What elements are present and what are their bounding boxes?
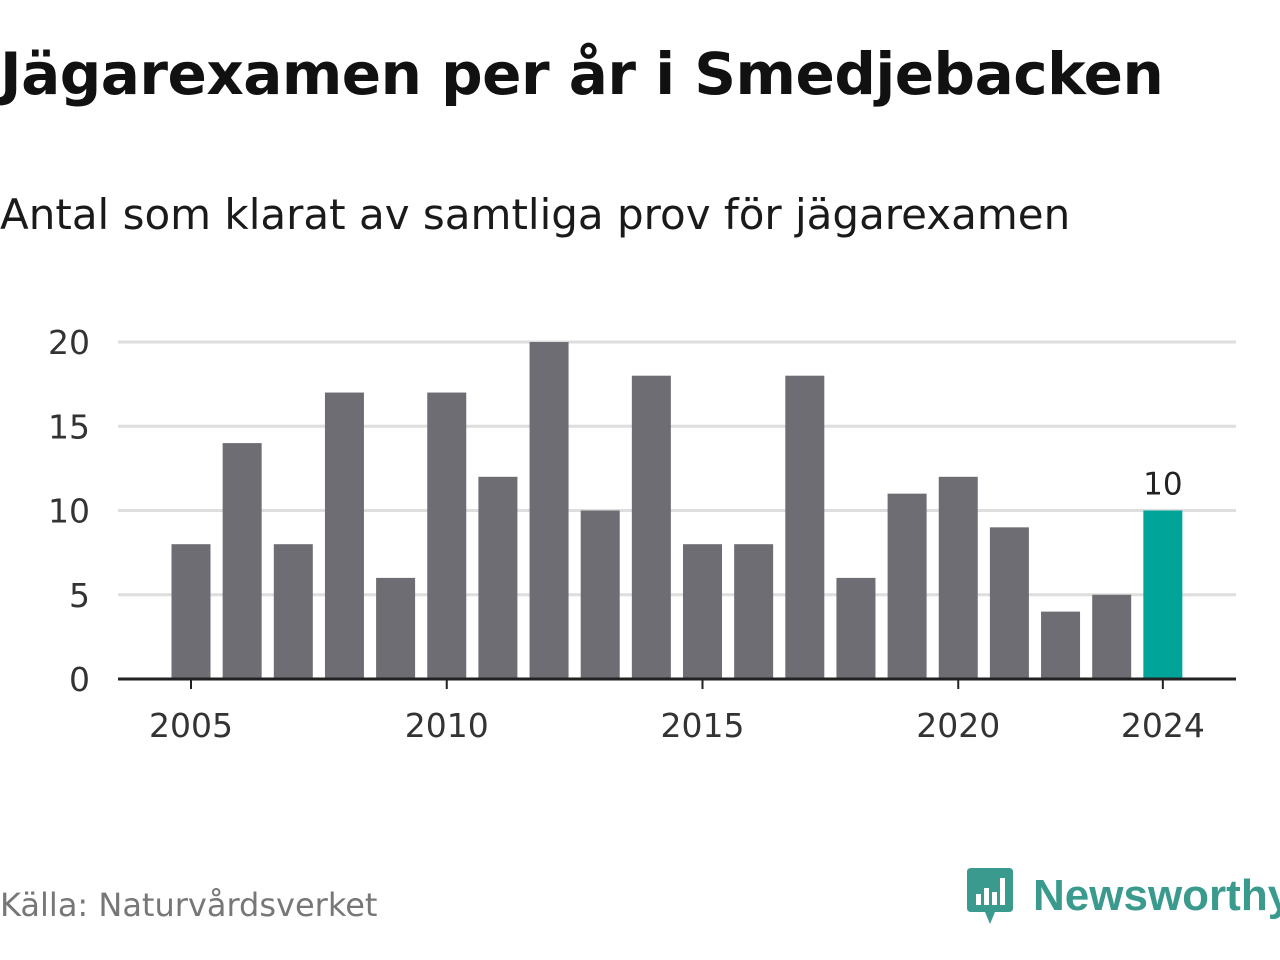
brand-name: Newsworthy [1033, 871, 1280, 920]
newsworthy-logo-icon [967, 868, 1013, 924]
x-tick-label: 2015 [661, 706, 745, 745]
bar [785, 375, 825, 679]
bar [989, 527, 1029, 679]
bar-highlight [1143, 510, 1183, 679]
source-note: Källa: Naturvårdsverket [0, 886, 378, 924]
bar [529, 342, 569, 679]
chart-subtitle: Antal som klarat av samtliga prov för jä… [0, 190, 1071, 239]
bar [376, 577, 416, 679]
brand-logo: Newsworthy [965, 866, 1280, 926]
bars [171, 342, 1183, 679]
bar [478, 476, 518, 679]
bar [683, 544, 722, 679]
bar [631, 375, 671, 679]
bar [887, 493, 927, 679]
bar [1041, 611, 1081, 679]
gridlines [118, 340, 1236, 597]
bar [324, 392, 364, 679]
bar [222, 443, 262, 679]
y-tick-label: 20 [48, 323, 90, 362]
data-label: 10 [1143, 467, 1182, 503]
bar [580, 510, 620, 679]
bar [427, 392, 467, 679]
x-tick-label: 2020 [916, 706, 1000, 745]
y-tick-label: 5 [69, 576, 90, 615]
bar [734, 544, 774, 679]
y-tick-label: 15 [48, 407, 90, 446]
bar [1092, 594, 1132, 679]
y-tick-label: 10 [48, 492, 90, 531]
axes [118, 677, 1236, 689]
x-tick-label: 2024 [1121, 706, 1205, 745]
bar [273, 544, 313, 679]
y-tick-label: 0 [69, 660, 90, 699]
x-tick-label: 2010 [405, 706, 489, 745]
bar [171, 544, 211, 679]
x-tick-label: 2005 [149, 706, 233, 745]
bar [938, 476, 978, 679]
chart-title: Jägarexamen per år i Smedjebacken [0, 40, 1164, 108]
bar [836, 577, 876, 679]
